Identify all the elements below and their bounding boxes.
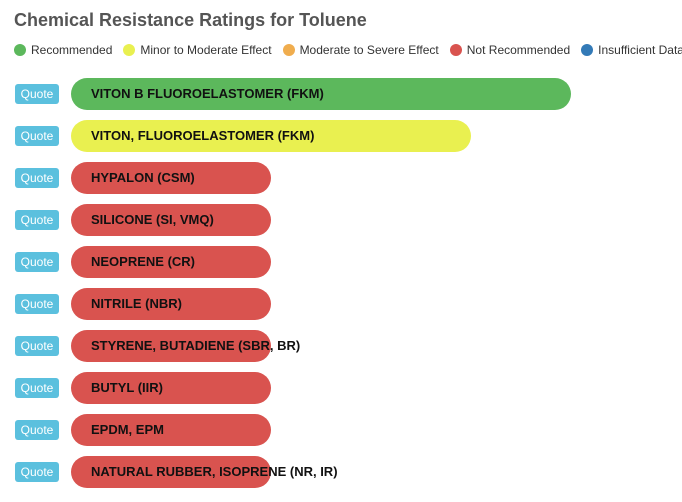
bar-label: NEOPRENE (CR) [91, 254, 196, 269]
legend-label: Not Recommended [466, 43, 571, 57]
chart-title: Chemical Resistance Ratings for Toluene [14, 10, 367, 30]
bar-label: HYPALON (CSM) [91, 170, 195, 185]
chart-row: Quote VITON B FLUOROELASTOMER (FKM) [0, 78, 682, 120]
legend-swatch [581, 44, 594, 56]
chart-row: Quote BUTYL (IIR) [0, 372, 682, 414]
quote-button[interactable]: Quote [15, 210, 59, 230]
legend-item-not-recommended: Not Recommended [449, 43, 571, 57]
quote-button[interactable]: Quote [15, 378, 59, 398]
chart-bar [71, 330, 271, 362]
chart-row: Quote NEOPRENE (CR) [0, 246, 682, 288]
quote-button[interactable]: Quote [15, 84, 59, 104]
chart-row: Quote SILICONE (SI, VMQ) [0, 204, 682, 246]
bar-label: EPDM, EPM [91, 422, 164, 437]
legend-label: Moderate to Severe Effect [299, 43, 439, 57]
quote-button[interactable]: Quote [15, 420, 59, 440]
quote-button[interactable]: Quote [15, 294, 59, 314]
chart-bar [71, 78, 571, 110]
legend-item-minor: Minor to Moderate Effect [123, 43, 272, 57]
bar-label: VITON B FLUOROELASTOMER (FKM) [91, 86, 324, 101]
bar-chart: Quote VITON B FLUOROELASTOMER (FKM) Quote V… [0, 78, 682, 498]
chart-bar [71, 414, 271, 446]
legend-swatch [282, 44, 295, 56]
chart-row: Quote EPDM, EPM [0, 414, 682, 456]
legend-swatch [14, 44, 26, 56]
chart-row: Quote NATURAL RUBBER, ISOPRENE (NR, IR) [0, 456, 682, 498]
chart-bar [71, 246, 271, 278]
legend-label: Insufficient Data [598, 43, 682, 57]
legend-item-recommended: Recommended [14, 43, 112, 57]
bar-label: NITRILE (NBR) [91, 296, 182, 311]
chart-bar [71, 204, 271, 236]
legend-swatch [123, 44, 136, 56]
bar-label: SILICONE (SI, VMQ) [91, 212, 214, 227]
legend-item-severe: Moderate to Severe Effect [282, 43, 439, 57]
legend-label: Minor to Moderate Effect [140, 43, 272, 57]
chart-row: Quote NITRILE (NBR) [0, 288, 682, 330]
chart-row: Quote STYRENE, BUTADIENE (SBR, BR) [0, 330, 682, 372]
quote-button[interactable]: Quote [15, 336, 59, 356]
chart-row: Quote VITON, FLUOROELASTOMER (FKM) [0, 120, 682, 162]
legend: Recommended Minor to Moderate Effect Moder… [14, 42, 682, 58]
chart-bar [71, 120, 471, 152]
quote-button[interactable]: Quote [15, 126, 59, 146]
quote-button[interactable]: Quote [15, 168, 59, 188]
chart-bar [71, 456, 271, 488]
legend-label: Recommended [31, 43, 113, 57]
quote-button[interactable]: Quote [15, 252, 59, 272]
legend-item-insufficient: Insufficient Data [581, 43, 682, 57]
quote-button[interactable]: Quote [15, 462, 59, 482]
legend-swatch [449, 44, 462, 56]
chart-bar [71, 372, 271, 404]
chart-bar [71, 162, 271, 194]
bar-label: BUTYL (IIR) [91, 380, 163, 395]
bar-label: STYRENE, BUTADIENE (SBR, BR) [91, 338, 301, 353]
bar-label: VITON, FLUOROELASTOMER (FKM) [91, 128, 315, 143]
chart-row: Quote HYPALON (CSM) [0, 162, 682, 204]
bar-label: NATURAL RUBBER, ISOPRENE (NR, IR) [91, 464, 338, 479]
chart-bar [71, 288, 271, 320]
